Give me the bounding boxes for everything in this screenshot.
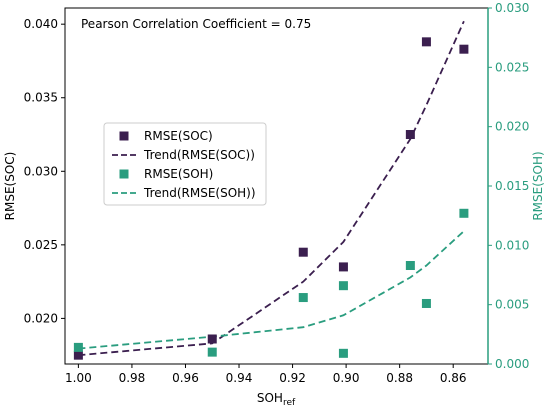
x-tick-label: 0.88 bbox=[386, 371, 413, 385]
y-right-tick-label: 0.025 bbox=[495, 60, 529, 74]
y-right-tick-label: 0.020 bbox=[495, 120, 529, 134]
y-left-tick-label: 0.020 bbox=[24, 311, 58, 325]
x-axis-title-main: SOH bbox=[257, 391, 283, 405]
rmse-soh-point bbox=[421, 298, 431, 308]
x-tick-label: 0.94 bbox=[226, 371, 253, 385]
y-right-tick-label: 0.005 bbox=[495, 298, 529, 312]
rmse-soh-point bbox=[298, 293, 308, 303]
y-left-tick-label: 0.040 bbox=[24, 17, 58, 31]
legend-trend-rmse-soh-label: Trend(RMSE(SOH)) bbox=[143, 186, 256, 200]
y-right-tick-label: 0.000 bbox=[495, 357, 529, 371]
rmse-soc-point bbox=[298, 247, 308, 257]
x-axis: 1.00 0.98 0.96 0.94 0.92 0.90 0.88 0.86 bbox=[65, 364, 467, 385]
rmse-soc-point bbox=[421, 37, 431, 47]
rmse-soc-point bbox=[338, 262, 348, 272]
x-tick-label: 0.92 bbox=[279, 371, 306, 385]
legend: RMSE(SOC) Trend(RMSE(SOC)) RMSE(SOH) Trend(… bbox=[103, 122, 267, 206]
y-left-axis: 0.020 0.025 0.030 0.035 0.040 bbox=[24, 17, 65, 325]
legend-rmse-soh-swatch bbox=[119, 169, 129, 179]
marks-layer bbox=[73, 20, 469, 360]
y-left-axis-title: RMSE(SOC) bbox=[3, 152, 17, 221]
rmse-soc-point bbox=[459, 44, 469, 54]
rmse-soh-point bbox=[73, 342, 83, 352]
rmse-soh-point bbox=[405, 261, 415, 271]
rmse-soc-point bbox=[405, 130, 415, 140]
x-axis-title: SOHref bbox=[257, 391, 296, 408]
correlation-annotation: Pearson Correlation Coefficient = 0.75 bbox=[81, 17, 311, 31]
rmse-soh-point bbox=[207, 347, 217, 357]
rmse-soh-point bbox=[459, 208, 469, 218]
y-right-axis-title: RMSE(SOH) bbox=[531, 151, 545, 220]
y-right-tick-label: 0.015 bbox=[495, 179, 529, 193]
rmse-soh-point bbox=[338, 348, 348, 358]
x-axis-title-subscript: ref bbox=[283, 398, 296, 408]
legend-rmse-soh-label: RMSE(SOH) bbox=[144, 167, 213, 181]
y-right-axis: 0.000 0.005 0.010 0.015 0.020 0.025 0.030 bbox=[487, 1, 529, 371]
rmse-soh-point bbox=[338, 281, 348, 291]
x-tick-label: 0.86 bbox=[440, 371, 467, 385]
legend-rmse-soc-label: RMSE(SOC) bbox=[144, 129, 213, 143]
legend-entries: RMSE(SOC) Trend(RMSE(SOC)) RMSE(SOH) Trend(… bbox=[112, 129, 256, 200]
x-tick-label: 1.00 bbox=[65, 371, 92, 385]
x-tick-label: 0.90 bbox=[333, 371, 360, 385]
x-tick-label: 0.98 bbox=[119, 371, 146, 385]
legend-trend-rmse-soc-label: Trend(RMSE(SOC)) bbox=[143, 148, 255, 162]
legend-rmse-soc-swatch bbox=[119, 131, 129, 141]
trend-rmse-soh-line bbox=[78, 230, 465, 350]
rmse-soc-point bbox=[207, 334, 217, 344]
x-tick-label: 0.96 bbox=[172, 371, 199, 385]
y-left-tick-label: 0.035 bbox=[24, 91, 58, 105]
rmse-soc-point bbox=[73, 350, 83, 360]
y-right-tick-label: 0.030 bbox=[495, 1, 529, 15]
legend-box bbox=[103, 122, 267, 206]
y-left-tick-label: 0.025 bbox=[24, 238, 58, 252]
y-left-tick-label: 0.030 bbox=[24, 164, 58, 178]
y-right-tick-label: 0.010 bbox=[495, 238, 529, 252]
